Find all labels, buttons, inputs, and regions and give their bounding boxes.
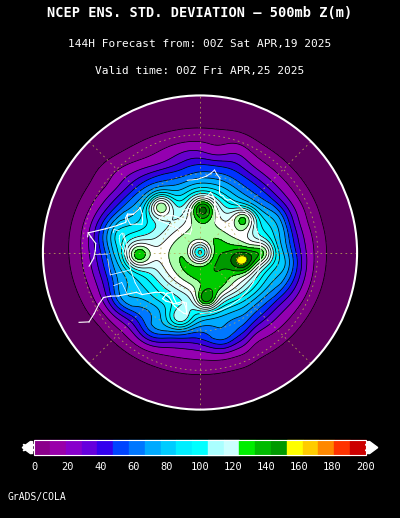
Bar (318, 440, 334, 455)
Text: 144H Forecast from: 00Z Sat APR,19 2025: 144H Forecast from: 00Z Sat APR,19 2025 (68, 38, 332, 49)
Bar (287, 440, 302, 455)
Bar (66, 440, 82, 455)
Bar (34, 440, 366, 455)
Bar (98, 440, 113, 455)
Text: 0: 0 (31, 462, 38, 472)
Bar (208, 440, 224, 455)
Bar (82, 440, 98, 455)
Text: 20: 20 (61, 462, 74, 472)
Text: 120: 120 (224, 462, 242, 472)
Bar (240, 440, 255, 455)
Text: 140: 140 (257, 462, 276, 472)
Bar (224, 440, 240, 455)
Bar (160, 440, 176, 455)
Text: 200: 200 (356, 462, 375, 472)
Text: 180: 180 (323, 462, 342, 472)
Text: NCEP ENS. STD. DEVIATION – 500mb Z(m): NCEP ENS. STD. DEVIATION – 500mb Z(m) (47, 6, 353, 20)
Text: 100: 100 (191, 462, 209, 472)
FancyArrow shape (22, 441, 32, 454)
FancyArrow shape (368, 441, 378, 454)
Text: GrADS/COLA: GrADS/COLA (8, 492, 67, 501)
Text: 160: 160 (290, 462, 309, 472)
Bar (34, 440, 50, 455)
Bar (113, 440, 129, 455)
Circle shape (43, 95, 357, 410)
Bar (271, 440, 287, 455)
Bar (302, 440, 318, 455)
Bar (350, 440, 366, 455)
Text: 40: 40 (94, 462, 107, 472)
Bar (192, 440, 208, 455)
Bar (176, 440, 192, 455)
Bar (255, 440, 271, 455)
Text: 60: 60 (128, 462, 140, 472)
Bar (334, 440, 350, 455)
Bar (50, 440, 66, 455)
Text: Valid time: 00Z Fri APR,25 2025: Valid time: 00Z Fri APR,25 2025 (95, 66, 305, 76)
Bar (129, 440, 145, 455)
Text: 80: 80 (161, 462, 173, 472)
Bar (145, 440, 160, 455)
